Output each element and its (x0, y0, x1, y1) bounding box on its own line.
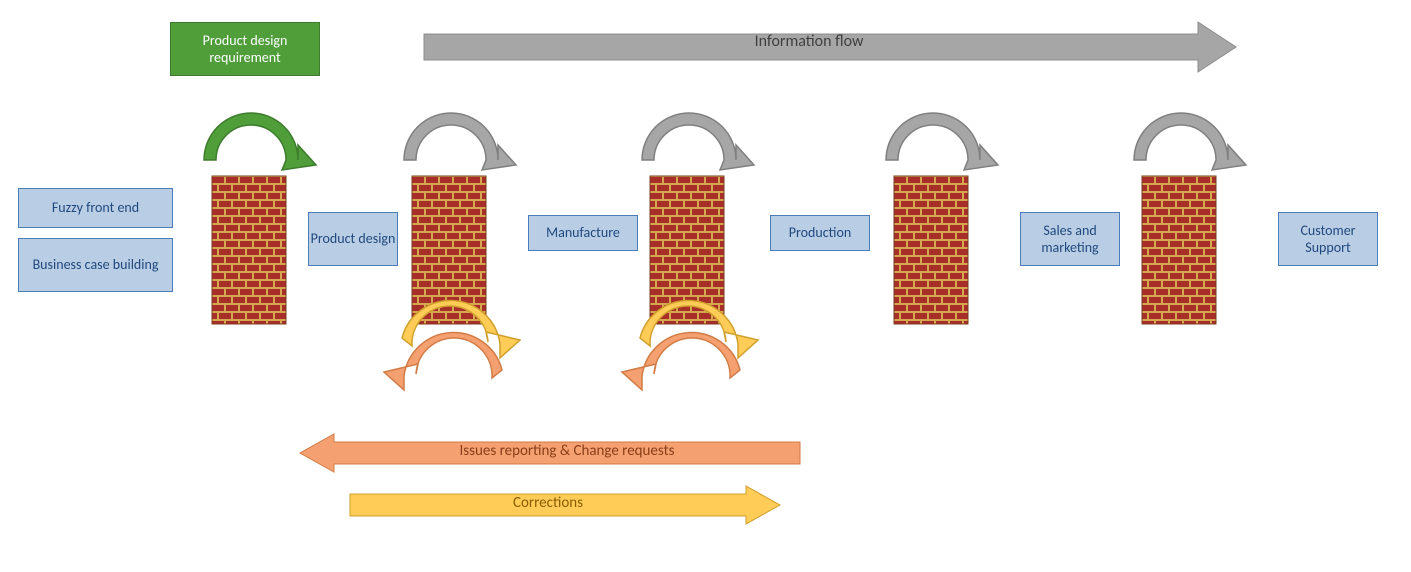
wall-5 (1142, 176, 1216, 324)
business-case-box: Business case building (18, 238, 173, 292)
manufacture-box: Manufacture (528, 215, 638, 251)
sales-label: Sales and marketing (1021, 222, 1119, 257)
issues-label: Issues reporting & Change requests (334, 442, 800, 460)
support-box: Customer Support (1278, 212, 1378, 266)
hop-arrow-3 (624, 90, 754, 170)
sales-box: Sales and marketing (1020, 212, 1120, 266)
wall-4 (894, 176, 968, 324)
fuzzy-label: Fuzzy front end (52, 199, 139, 217)
hop-arrow-2 (386, 90, 516, 170)
hop-arrow-4 (868, 90, 998, 170)
production-box: Production (770, 215, 870, 251)
hop-arrow-green (186, 90, 316, 170)
production-label: Production (789, 224, 851, 242)
product-design-box: Product design (308, 212, 398, 266)
feedback-pair-2 (620, 326, 760, 416)
hop-arrow-5 (1116, 90, 1246, 170)
requirement-box: Product design requirement (170, 22, 320, 76)
fuzzy-front-end-box: Fuzzy front end (18, 188, 173, 228)
information-flow-label: Information flow (424, 32, 1194, 51)
business-label: Business case building (33, 256, 159, 274)
corrections-label: Corrections (350, 494, 746, 512)
wall-1 (212, 176, 286, 324)
feedback-pair-1 (382, 326, 522, 416)
requirement-label: Product design requirement (171, 32, 319, 67)
support-label: Customer Support (1279, 222, 1377, 257)
manufacture-label: Manufacture (546, 224, 620, 242)
design-label: Product design (311, 230, 396, 248)
